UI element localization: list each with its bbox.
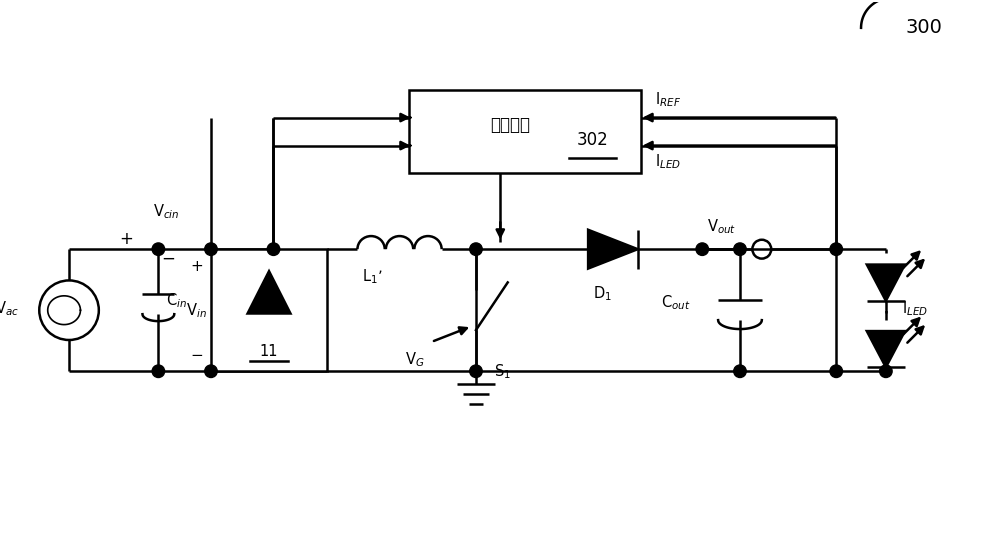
Text: +: + — [120, 230, 134, 248]
Text: I$_{LED}$: I$_{LED}$ — [655, 152, 681, 171]
Text: D$_1$: D$_1$ — [593, 284, 612, 302]
Circle shape — [734, 243, 746, 256]
Circle shape — [205, 243, 217, 256]
Text: I$_{LED}$: I$_{LED}$ — [902, 299, 928, 318]
Text: 302: 302 — [577, 132, 608, 150]
Polygon shape — [867, 331, 905, 367]
Circle shape — [267, 243, 280, 256]
Text: 300: 300 — [906, 18, 943, 38]
Text: L$_{1}$’: L$_{1}$’ — [362, 267, 382, 286]
Text: V$_{ac}$: V$_{ac}$ — [0, 299, 19, 318]
Text: S$_1$: S$_1$ — [494, 362, 511, 380]
Circle shape — [205, 365, 217, 378]
Circle shape — [470, 243, 482, 256]
Text: −: − — [190, 348, 203, 363]
Polygon shape — [588, 230, 638, 269]
Circle shape — [470, 365, 482, 378]
Text: C$_{out}$: C$_{out}$ — [661, 293, 690, 312]
Text: C$_{in}$: C$_{in}$ — [166, 291, 187, 310]
Text: V$_G$: V$_G$ — [405, 350, 424, 369]
Polygon shape — [248, 271, 290, 313]
FancyBboxPatch shape — [211, 249, 327, 371]
Text: V$_{cin}$: V$_{cin}$ — [153, 203, 180, 221]
Circle shape — [830, 365, 842, 378]
Circle shape — [696, 243, 709, 256]
Text: V$_{out}$: V$_{out}$ — [707, 218, 736, 236]
Circle shape — [734, 365, 746, 378]
Text: −: − — [161, 250, 175, 268]
FancyBboxPatch shape — [409, 90, 641, 173]
Text: +: + — [190, 259, 203, 274]
Text: 控制电路: 控制电路 — [490, 116, 530, 134]
Text: V$_{in}$: V$_{in}$ — [186, 301, 207, 319]
Circle shape — [830, 243, 842, 256]
Text: 11: 11 — [260, 344, 278, 359]
Text: I$_{REF}$: I$_{REF}$ — [655, 90, 681, 109]
Circle shape — [152, 243, 165, 256]
Circle shape — [880, 365, 892, 378]
Circle shape — [152, 365, 165, 378]
Polygon shape — [867, 264, 905, 301]
